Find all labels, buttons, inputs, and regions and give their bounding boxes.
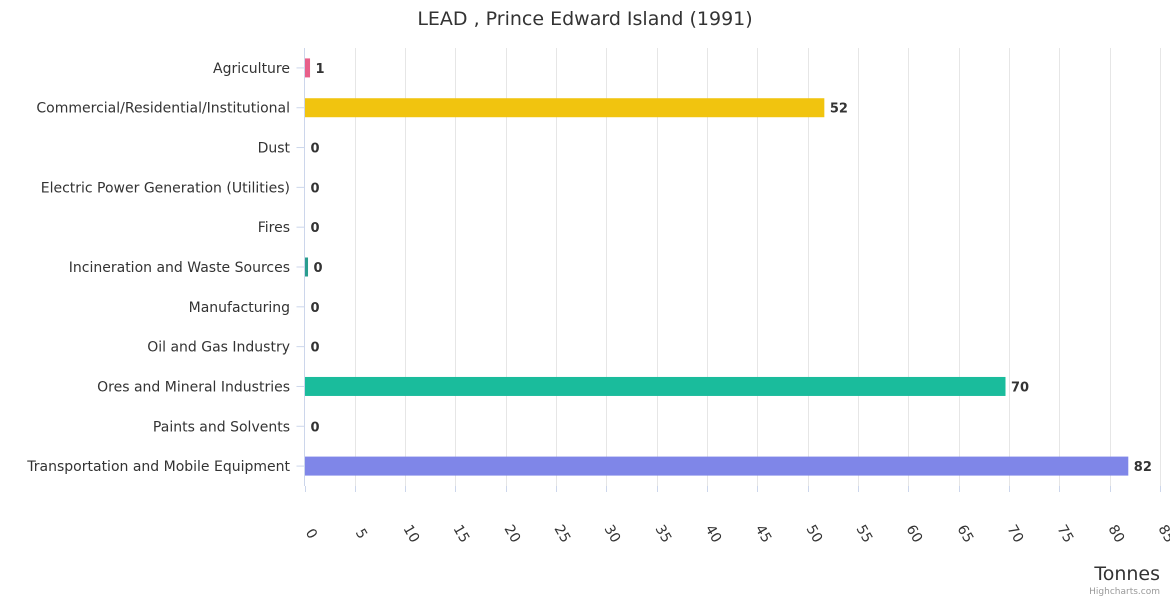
category-label: Paints and Solvents [153, 419, 290, 435]
data-label: 0 [311, 341, 320, 356]
value-tick-label: 70 [1004, 522, 1027, 545]
value-tick-label: 15 [450, 522, 473, 545]
grid-lines [305, 48, 1161, 492]
bar[interactable] [305, 98, 825, 118]
category-label: Agriculture [213, 61, 290, 77]
data-label: 0 [311, 181, 320, 196]
value-tick-label: 35 [652, 522, 675, 545]
value-tick-label: 55 [853, 522, 876, 545]
value-axis-title: Tonnes [1093, 563, 1160, 585]
value-tick-label: 60 [903, 522, 926, 545]
value-tick-labels: 0 5 10 15 20 25 30 35 40 45 50 55 60 65 70 75 80 85 [302, 522, 1170, 545]
value-tick-label: 65 [954, 522, 977, 545]
value-tick-label: 30 [601, 522, 624, 545]
value-tick-label: 20 [501, 522, 524, 545]
category-label: Dust [258, 141, 291, 157]
category-label: Fires [258, 220, 290, 236]
data-label: 82 [1134, 460, 1152, 475]
credits-link[interactable]: Highcharts.com [1089, 587, 1160, 597]
data-label: 52 [830, 102, 848, 117]
value-tick-label: 45 [752, 522, 775, 545]
category-labels: Agriculture Commercial/Residential/Instit… [26, 61, 305, 475]
bar[interactable] [305, 456, 1129, 476]
value-tick-label: 10 [400, 522, 423, 545]
chart-title: LEAD , Prince Edward Island (1991) [417, 8, 752, 30]
category-label: Commercial/Residential/Institutional [36, 101, 290, 117]
bar[interactable] [305, 376, 1006, 396]
value-tick-label: 5 [352, 526, 370, 542]
bar[interactable] [305, 257, 309, 277]
value-tick-label: 75 [1054, 522, 1077, 545]
data-label: 0 [311, 301, 320, 316]
value-tick-label: 50 [803, 522, 826, 545]
value-tick-label: 85 [1155, 522, 1170, 545]
category-label: Ores and Mineral Industries [97, 379, 290, 395]
data-label: 0 [311, 420, 320, 435]
value-tick-label: 80 [1105, 522, 1128, 545]
data-label: 0 [311, 142, 320, 157]
category-label: Incineration and Waste Sources [69, 260, 290, 276]
data-label: 70 [1011, 380, 1029, 395]
value-tick-label: 25 [551, 522, 574, 545]
category-label: Oil and Gas Industry [147, 340, 290, 356]
data-labels: 1 52 0 0 0 0 0 0 70 0 82 [311, 62, 1152, 475]
data-label: 1 [316, 62, 325, 77]
category-label: Transportation and Mobile Equipment [26, 459, 290, 475]
data-label: 0 [314, 261, 323, 276]
bar[interactable] [305, 58, 311, 78]
bars [305, 58, 1129, 476]
category-label: Manufacturing [189, 300, 290, 316]
category-label: Electric Power Generation (Utilities) [41, 180, 290, 196]
data-label: 0 [311, 221, 320, 236]
value-tick-label: 0 [302, 526, 320, 542]
value-tick-label: 40 [702, 522, 725, 545]
